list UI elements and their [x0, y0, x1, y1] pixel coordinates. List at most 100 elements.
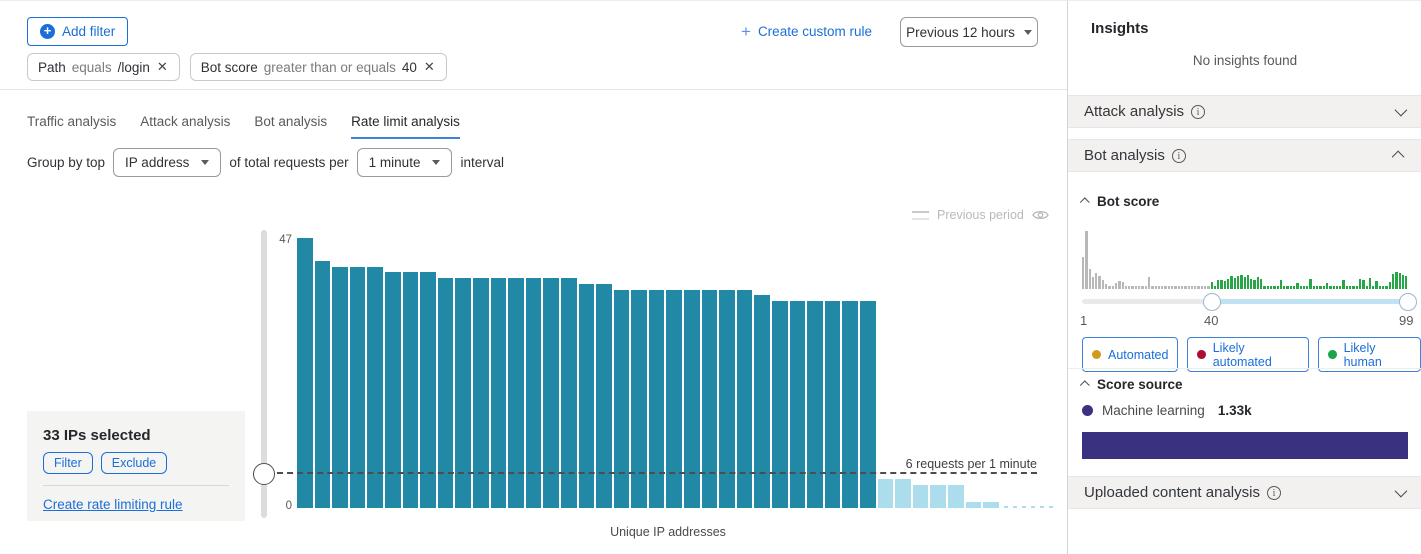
attack-analysis-section-header[interactable]: Attack analysis i	[1068, 95, 1421, 128]
chart-bar[interactable]	[420, 272, 436, 508]
chip-field: Path	[38, 59, 66, 75]
chart-bar[interactable]	[947, 485, 964, 508]
chart-bar[interactable]	[824, 301, 841, 508]
visibility-eye-icon[interactable]	[1032, 209, 1049, 221]
chart-bar[interactable]	[1048, 506, 1053, 508]
chart-bar[interactable]	[560, 278, 577, 508]
chart-bar[interactable]	[930, 485, 946, 508]
chart-bar[interactable]	[1021, 506, 1026, 508]
filter-chip-path[interactable]: Path equals /login ✕	[27, 53, 180, 81]
uploaded-content-section-header[interactable]: Uploaded content analysis i	[1068, 476, 1421, 509]
chart-bar[interactable]	[877, 479, 894, 508]
filter-button[interactable]: Filter	[43, 452, 93, 474]
bot-score-slider-handle-max[interactable]	[1399, 293, 1417, 311]
chart-bar[interactable]	[965, 502, 982, 508]
chart-bar[interactable]	[402, 272, 419, 508]
time-range-dropdown[interactable]: Previous 12 hours	[900, 17, 1038, 47]
legend-chip-likely-automated[interactable]: Likely automated	[1187, 337, 1310, 372]
interval-select[interactable]: 1 minute	[356, 148, 453, 177]
chart-bar[interactable]	[455, 278, 471, 508]
group-by-controls: Group by top IP address of total request…	[27, 148, 504, 177]
chart-bar[interactable]	[297, 238, 313, 508]
chart-bar[interactable]	[490, 278, 507, 508]
exclude-button[interactable]: Exclude	[100, 452, 168, 474]
filter-chip-bot-score[interactable]: Bot score greater than or equals 40 ✕	[189, 53, 447, 81]
chart-bar[interactable]	[631, 289, 647, 508]
score-source-subsection-header[interactable]: Score source	[1079, 377, 1183, 392]
histogram-bar	[1101, 279, 1105, 289]
chart-bar[interactable]	[648, 289, 665, 508]
score-source-bar[interactable]	[1082, 432, 1408, 459]
chart-bar[interactable]	[1003, 506, 1008, 508]
chart-bar[interactable]	[860, 301, 876, 508]
add-filter-button[interactable]: + Add filter	[27, 17, 129, 46]
histogram-bar	[1118, 280, 1121, 289]
chart-bar[interactable]	[684, 289, 700, 508]
legend-label: Likely human	[1343, 340, 1382, 369]
threshold-slider-handle[interactable]	[253, 463, 275, 485]
chart-bar[interactable]	[596, 283, 612, 508]
chart-bar[interactable]	[895, 479, 911, 508]
chart-bar[interactable]	[1039, 506, 1044, 508]
legend-chip-automated[interactable]: Automated	[1082, 337, 1179, 372]
chart-bar[interactable]	[842, 301, 858, 508]
histogram-bar	[1157, 286, 1161, 289]
tab-rate-limit-analysis[interactable]: Rate limit analysis	[351, 114, 460, 139]
chart-bar[interactable]	[349, 266, 366, 508]
histogram-bar	[1128, 286, 1131, 289]
bot-score-slider-range[interactable]	[1212, 299, 1408, 304]
chart-bar[interactable]	[332, 266, 348, 508]
histogram-bar	[1171, 286, 1174, 289]
chart-bar[interactable]	[807, 301, 823, 508]
chart-bar[interactable]	[578, 283, 595, 508]
create-rate-limiting-rule-link[interactable]: Create rate limiting rule	[43, 497, 183, 512]
histogram-bar	[1349, 286, 1352, 289]
chart-bar[interactable]	[508, 278, 524, 508]
chart-bar[interactable]	[1030, 506, 1035, 508]
chart-bar[interactable]	[367, 266, 383, 508]
chart-bar[interactable]	[701, 289, 718, 508]
group-by-select[interactable]: IP address	[113, 148, 222, 177]
chart-bar[interactable]	[613, 289, 630, 508]
histogram-bar	[1345, 286, 1349, 289]
histogram-bar	[1233, 277, 1236, 289]
legend-chip-likely-human[interactable]: Likely human	[1318, 337, 1421, 372]
chart-bar[interactable]	[384, 272, 401, 508]
threshold-slider-track[interactable]	[261, 230, 267, 518]
remove-filter-icon[interactable]: ✕	[156, 59, 168, 74]
chart-bar[interactable]	[525, 278, 542, 508]
chart-bar[interactable]	[789, 301, 806, 508]
chevron-up-icon	[1079, 380, 1090, 391]
tab-traffic-analysis[interactable]: Traffic analysis	[27, 114, 117, 129]
previous-period-label: Previous period	[937, 208, 1024, 222]
chart-bar[interactable]	[719, 289, 735, 508]
tab-attack-analysis[interactable]: Attack analysis	[140, 114, 231, 129]
histogram-bar	[1194, 286, 1197, 289]
chart-bar[interactable]	[912, 485, 929, 508]
chart-bar[interactable]	[754, 295, 771, 508]
chart-bar[interactable]	[543, 278, 559, 508]
chart-bar[interactable]	[1012, 506, 1017, 508]
histogram-bar	[1306, 286, 1309, 289]
chart-bar[interactable]	[983, 502, 999, 508]
bot-score-slider-handle-min[interactable]	[1203, 293, 1221, 311]
bot-analysis-section-header[interactable]: Bot analysis i	[1068, 139, 1421, 172]
chart-bar[interactable]	[314, 260, 331, 508]
remove-filter-icon[interactable]: ✕	[423, 59, 435, 74]
tab-bot-analysis[interactable]: Bot analysis	[254, 114, 328, 129]
chart-bar[interactable]	[472, 278, 489, 508]
chart-bar[interactable]	[437, 278, 454, 508]
info-icon[interactable]: i	[1191, 104, 1206, 119]
histogram-bar	[1131, 286, 1134, 289]
histogram-bar	[1358, 278, 1362, 289]
info-icon[interactable]: i	[1171, 148, 1186, 163]
machine-learning-label: Machine learning	[1102, 403, 1205, 418]
info-icon[interactable]: i	[1266, 485, 1281, 500]
bot-score-subsection-header[interactable]: Bot score	[1079, 194, 1159, 209]
chart-bar[interactable]	[736, 289, 753, 508]
histogram-bar	[1230, 276, 1233, 289]
histogram-bar	[1174, 286, 1177, 289]
create-custom-rule-link[interactable]: + Create custom rule	[741, 23, 872, 40]
chart-bar[interactable]	[666, 289, 683, 508]
chart-bar[interactable]	[772, 301, 788, 508]
